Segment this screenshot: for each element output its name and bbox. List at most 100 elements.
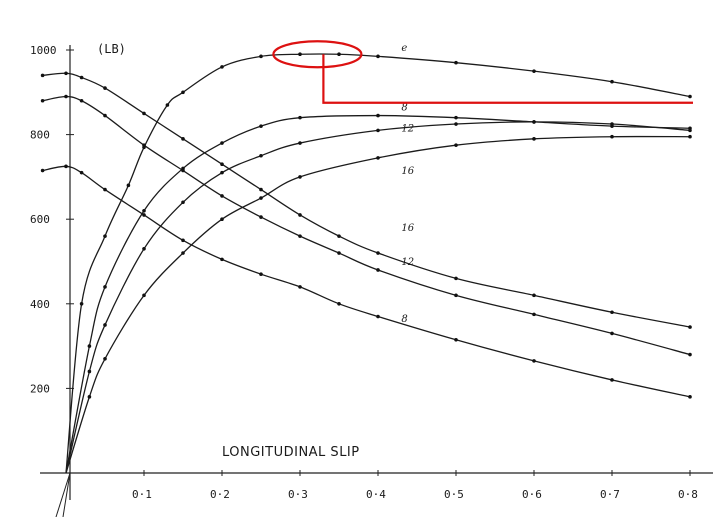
data-point xyxy=(220,194,224,198)
data-point xyxy=(40,168,45,173)
series-label: e xyxy=(401,43,407,54)
data-point xyxy=(126,183,131,188)
data-point xyxy=(103,86,107,90)
x-tick-label: 0·4 xyxy=(366,488,386,501)
series-line xyxy=(65,135,691,474)
data-point xyxy=(79,302,84,306)
x-tick-label: 0·2 xyxy=(210,488,230,501)
markers-group xyxy=(40,52,692,399)
data-point xyxy=(103,285,107,289)
x-tick-label: 0·1 xyxy=(132,488,152,501)
data-point xyxy=(259,196,263,200)
data-point xyxy=(298,115,302,120)
data-point xyxy=(181,168,185,173)
data-point xyxy=(259,124,263,128)
x-tick-label: 0·8 xyxy=(678,488,698,501)
data-point xyxy=(220,217,224,221)
data-point xyxy=(298,234,302,238)
data-point xyxy=(376,54,380,59)
data-point xyxy=(165,103,170,107)
series-label: 16 xyxy=(401,166,414,177)
data-point xyxy=(376,314,380,319)
data-point xyxy=(103,323,107,327)
data-point xyxy=(64,94,68,99)
data-point xyxy=(40,98,45,103)
series-line xyxy=(42,72,691,328)
data-point xyxy=(454,115,458,120)
data-point xyxy=(610,79,614,84)
data-point xyxy=(79,75,84,80)
curves-group xyxy=(42,53,691,474)
y-tick-label: 800 xyxy=(30,129,50,142)
series-line xyxy=(65,121,691,474)
data-point xyxy=(181,90,185,95)
data-point xyxy=(142,208,146,213)
y-tick-label: 400 xyxy=(30,298,50,311)
data-point xyxy=(87,369,92,374)
series-line xyxy=(42,165,691,398)
data-point xyxy=(376,251,380,255)
data-point xyxy=(376,156,380,160)
data-point xyxy=(454,337,458,342)
y-tick-label: 200 xyxy=(30,382,50,395)
x-tick-label: 0·7 xyxy=(600,488,620,501)
data-point xyxy=(298,141,302,145)
data-point xyxy=(376,268,380,272)
data-point xyxy=(40,73,45,78)
data-point xyxy=(220,141,224,145)
data-point xyxy=(298,213,302,217)
y-tick-label: 1000 xyxy=(30,44,57,57)
data-point xyxy=(142,143,146,147)
data-point xyxy=(454,122,458,126)
data-point xyxy=(87,395,92,399)
data-point xyxy=(79,98,84,103)
data-point xyxy=(220,162,224,167)
data-point xyxy=(142,293,146,298)
data-point xyxy=(220,257,224,262)
data-point xyxy=(454,143,458,147)
data-point xyxy=(298,285,302,289)
data-point xyxy=(337,52,341,57)
data-point xyxy=(181,137,185,141)
data-point xyxy=(532,120,536,124)
axes-group: 200 400 600 800 1000 0·1 0·2 0·3 0·4 0·5 0·6 0·7 0·8… xyxy=(30,42,713,517)
x-tick-label: 0·5 xyxy=(444,488,464,501)
data-point xyxy=(532,312,536,317)
x-axis-stub xyxy=(62,472,71,517)
data-point xyxy=(610,331,614,336)
data-point xyxy=(454,276,458,281)
data-point xyxy=(220,170,224,175)
data-point xyxy=(688,94,692,99)
data-point xyxy=(220,65,224,69)
data-point xyxy=(532,137,536,141)
annotation-ellipse xyxy=(272,40,363,69)
data-point xyxy=(376,113,380,118)
data-point xyxy=(337,251,341,255)
x-axis-title: LONGITUDINAL SLIP xyxy=(222,445,360,460)
data-point xyxy=(376,128,380,133)
x-tick-label: 0·6 xyxy=(522,488,542,501)
data-point xyxy=(298,175,302,179)
series-label: 8 xyxy=(401,102,407,113)
annotation-group xyxy=(272,40,693,104)
series-line xyxy=(42,95,691,356)
data-point xyxy=(259,187,263,192)
data-point xyxy=(142,213,146,217)
data-point xyxy=(337,234,341,238)
data-point xyxy=(688,128,692,133)
data-point xyxy=(298,52,302,57)
data-point xyxy=(181,238,185,243)
data-point xyxy=(64,71,68,76)
data-point xyxy=(103,187,107,192)
y-axis-unit-label: (LB) xyxy=(97,42,126,56)
data-point xyxy=(610,310,614,315)
data-point xyxy=(142,247,146,251)
data-point xyxy=(181,200,185,205)
data-point xyxy=(688,352,692,357)
data-point xyxy=(337,302,341,306)
labels-group: e 8 12 16 16 12 8 xyxy=(401,43,414,325)
data-point xyxy=(610,378,614,382)
data-point xyxy=(688,134,692,139)
series-label: 16 xyxy=(401,223,414,234)
